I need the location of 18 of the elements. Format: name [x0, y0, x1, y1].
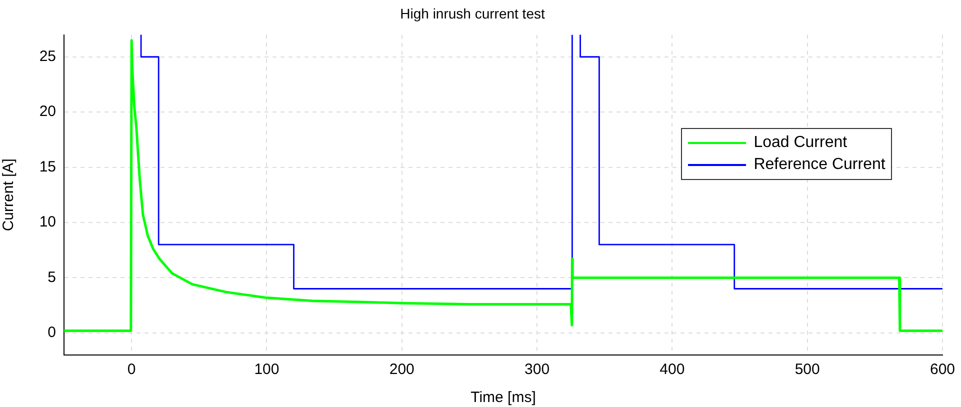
y-tick-label: 15	[39, 158, 56, 176]
chart-title: High inrush current test	[400, 5, 545, 22]
x-tick-label: 0	[127, 361, 136, 378]
x-tick-label: 400	[660, 361, 685, 378]
legend-label: Reference Current	[754, 156, 886, 174]
y-tick-label: 25	[39, 48, 56, 66]
x-axis-title: Time [ms]	[470, 389, 536, 406]
x-tick-label: 600	[930, 361, 955, 378]
x-tick-label: 200	[389, 361, 414, 378]
legend-label: Load Current	[754, 134, 848, 152]
x-tick-label: 300	[524, 361, 550, 378]
y-tick-label: 10	[39, 214, 56, 231]
y-tick-label: 20	[39, 103, 56, 120]
y-tick-label: 0	[48, 324, 56, 342]
x-tick-label: 100	[254, 361, 280, 378]
x-tick-label: 500	[794, 361, 820, 378]
y-tick-label: 5	[48, 268, 56, 286]
y-axis-title: Current [A]	[0, 158, 18, 232]
